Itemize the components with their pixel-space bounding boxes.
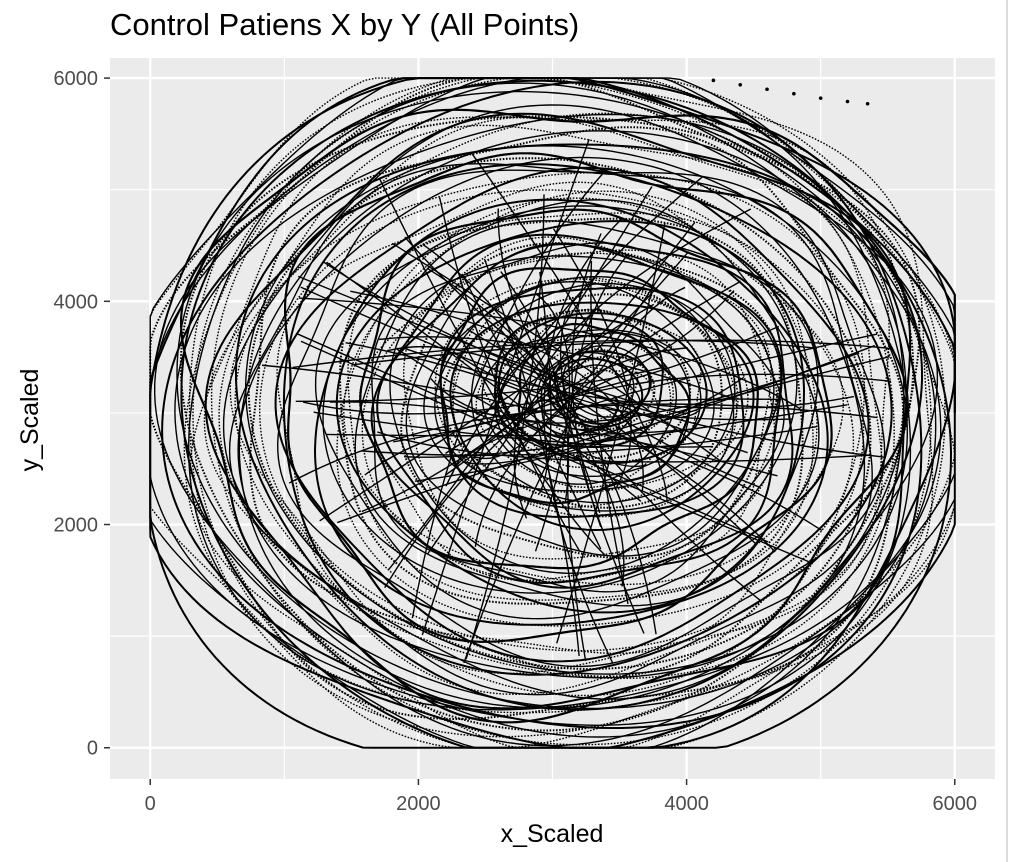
loop-trace bbox=[452, 276, 739, 493]
loop-trace bbox=[174, 113, 905, 738]
loop-trace bbox=[494, 329, 702, 477]
crossing-trace bbox=[438, 197, 581, 552]
y-axis-ticks: 0 2000 4000 6000 bbox=[54, 68, 110, 760]
loop-trace bbox=[176, 90, 937, 710]
crossing-trace bbox=[461, 273, 602, 550]
right-edge-divider bbox=[1006, 0, 1008, 862]
loop-trace bbox=[180, 79, 953, 749]
loop-trace bbox=[347, 212, 814, 601]
crossing-trace bbox=[465, 194, 545, 660]
loop-trace bbox=[179, 115, 915, 732]
crossing-trace bbox=[329, 401, 778, 477]
loop-trace bbox=[389, 255, 775, 574]
crossing-trace bbox=[414, 376, 745, 482]
loop-trace bbox=[470, 283, 736, 504]
crossing-trace bbox=[345, 342, 776, 553]
crossing-trace bbox=[538, 271, 552, 494]
stray-data-point bbox=[765, 87, 769, 92]
stray-data-point bbox=[711, 78, 716, 83]
loop-trace bbox=[188, 77, 956, 738]
loop-trace bbox=[259, 189, 865, 652]
crossing-trace bbox=[421, 139, 590, 636]
crossing-trace bbox=[466, 328, 748, 454]
crossing-trace bbox=[361, 251, 690, 513]
loop-trace bbox=[335, 220, 806, 614]
crossing-trace bbox=[471, 153, 668, 501]
loop-trace bbox=[434, 278, 738, 518]
loop-trace bbox=[336, 197, 855, 627]
crossing-trace bbox=[337, 356, 890, 524]
y-tick-label: 6000 bbox=[54, 68, 99, 90]
loop-trace bbox=[439, 286, 745, 518]
crossing-trace bbox=[387, 345, 758, 546]
loop-trace bbox=[354, 220, 819, 607]
stray-data-point bbox=[845, 99, 850, 104]
crossing-trace bbox=[556, 222, 666, 644]
crossing-trace bbox=[401, 346, 855, 410]
crossing-trace bbox=[559, 291, 645, 634]
crossing-trace bbox=[292, 339, 818, 369]
crossing-trace bbox=[302, 325, 780, 415]
loop-trace bbox=[237, 156, 866, 679]
loop-trace bbox=[192, 77, 946, 749]
data-points-layer bbox=[149, 77, 956, 749]
stray-data-point bbox=[818, 96, 823, 100]
crossing-trace bbox=[463, 344, 876, 465]
y-tick-label: 4000 bbox=[54, 291, 99, 313]
loop-trace bbox=[204, 112, 912, 710]
chart-title: Control Patiens X by Y (All Points) bbox=[110, 7, 579, 42]
crossing-trace bbox=[300, 286, 700, 419]
stray-data-point bbox=[792, 91, 796, 96]
crossing-trace bbox=[497, 208, 762, 602]
crossing-trace bbox=[377, 431, 868, 463]
crossing-trace bbox=[261, 364, 823, 532]
crossing-trace bbox=[384, 347, 688, 589]
loop-trace bbox=[322, 205, 798, 594]
crossing-trace bbox=[378, 178, 606, 556]
loop-trace bbox=[161, 80, 923, 729]
loop-trace bbox=[313, 198, 829, 626]
loop-trace bbox=[370, 233, 794, 589]
loop-trace bbox=[536, 351, 635, 431]
x-tick-label: 6000 bbox=[933, 793, 978, 815]
crossing-trace bbox=[296, 333, 769, 543]
stray-data-point bbox=[738, 82, 743, 87]
loop-trace bbox=[359, 236, 772, 582]
crossing-trace bbox=[388, 186, 653, 570]
x-tick-label: 2000 bbox=[396, 793, 441, 815]
x-tick-label: 4000 bbox=[664, 793, 709, 815]
loop-trace bbox=[282, 163, 893, 676]
y-axis-title: y_Scaled bbox=[16, 369, 44, 472]
loop-trace bbox=[274, 166, 870, 663]
crossing-trace bbox=[350, 290, 644, 492]
loop-trace bbox=[228, 162, 873, 696]
loop-trace bbox=[222, 104, 939, 700]
spiral-trace bbox=[180, 108, 956, 724]
crossing-trace bbox=[534, 292, 571, 552]
crossing-trace bbox=[396, 348, 647, 468]
crossing-trace bbox=[319, 303, 655, 522]
loop-trace bbox=[149, 77, 912, 727]
loop-trace bbox=[247, 157, 872, 670]
y-tick-label: 2000 bbox=[54, 515, 99, 537]
loop-trace bbox=[203, 124, 883, 696]
crossing-trace bbox=[391, 242, 722, 462]
stray-data-point bbox=[865, 101, 870, 106]
loop-trace bbox=[343, 190, 818, 586]
crossing-trace bbox=[411, 173, 604, 619]
loop-trace bbox=[376, 242, 783, 585]
y-tick-label: 0 bbox=[87, 738, 98, 760]
crossing-trace bbox=[300, 340, 812, 564]
loop-trace bbox=[449, 301, 755, 532]
crossing-trace bbox=[295, 365, 667, 403]
x-tick-label: 0 bbox=[145, 793, 156, 815]
loop-trace bbox=[218, 112, 895, 680]
x-axis-title: x_Scaled bbox=[501, 820, 604, 848]
x-axis-ticks: 0 2000 4000 6000 bbox=[145, 779, 977, 815]
loop-trace bbox=[451, 280, 749, 508]
loop-trace bbox=[154, 77, 956, 747]
